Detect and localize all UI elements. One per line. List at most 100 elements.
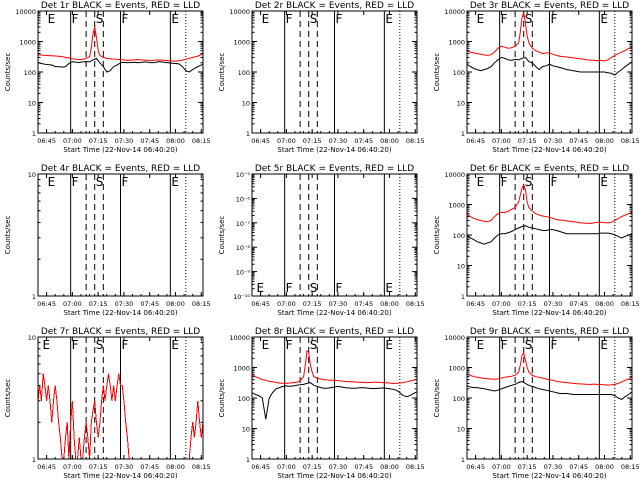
phase-label: F: [336, 12, 343, 26]
x-tick-label: 06:45: [251, 137, 270, 145]
x-tick-label: 07:30: [329, 300, 348, 308]
phase-label: F: [72, 12, 79, 26]
x-tick-label: 08:15: [406, 463, 425, 471]
y-tick-label: 1: [246, 456, 250, 464]
phase-label: F: [336, 281, 343, 295]
y-tick-label: 100: [238, 395, 250, 403]
y-tick-label: 1000: [448, 365, 465, 373]
x-tick-label: 07:15: [89, 463, 108, 471]
x-tick-label: 07:00: [63, 137, 82, 145]
y-axis-label: Counts/sec: [4, 379, 12, 418]
phase-label: S: [310, 12, 318, 26]
y-tick-label: 100: [453, 69, 465, 77]
y-tick-label: 10000: [444, 171, 465, 179]
y-axis-label: Counts/sec: [433, 216, 441, 255]
y-tick-label: 1000: [233, 39, 250, 47]
phase-label: S: [96, 338, 104, 352]
series-events-line: [252, 382, 417, 420]
plot-area: [467, 174, 632, 296]
phase-label: E: [477, 338, 485, 352]
x-tick-label: 07:45: [354, 463, 373, 471]
phase-label: E: [385, 12, 393, 26]
phase-label: E: [262, 338, 270, 352]
x-tick-label: 07:15: [518, 463, 537, 471]
x-axis-label: Start Time (22-Nov-14 06:40:20): [63, 146, 177, 154]
x-tick-label: 06:45: [37, 137, 56, 145]
x-tick-label: 08:00: [595, 137, 614, 145]
series-events-line: [467, 225, 632, 245]
x-axis-label: Start Time (22-Nov-14 06:40:20): [277, 472, 391, 480]
phase-label: F: [501, 12, 508, 26]
phase-label: F: [551, 12, 558, 26]
x-tick-label: 07:15: [303, 137, 322, 145]
x-tick-label: 07:15: [303, 463, 322, 471]
x-axis-label: Start Time (22-Nov-14 06:40:20): [492, 146, 606, 154]
x-tick-label: 07:15: [89, 300, 108, 308]
phase-label: F: [551, 338, 558, 352]
y-tick-label: 10000: [444, 334, 465, 342]
plot-area: [467, 11, 632, 133]
series-events-line: [467, 56, 632, 76]
y-tick-label: 1: [461, 293, 465, 301]
plot-area: [70, 174, 187, 296]
x-tick-label: 06:45: [251, 463, 270, 471]
plot-area: [38, 11, 203, 133]
plot-frame: [37, 336, 204, 460]
x-tick-label: 07:45: [140, 300, 159, 308]
y-tick-label: 1000: [233, 365, 250, 373]
y-axis-label: Counts/sec: [218, 216, 226, 255]
y-tick-label: 1: [246, 130, 250, 138]
y-tick-label: 100: [24, 69, 36, 77]
x-tick-label: 07:00: [492, 463, 511, 471]
x-tick-label: 07:15: [518, 137, 537, 145]
x-tick-label: 07:45: [354, 137, 373, 145]
y-tick-label: 10: [28, 100, 36, 108]
x-tick-label: 07:00: [277, 300, 296, 308]
panel-title: Det 2r BLACK = Events, RED = LLD: [255, 1, 414, 11]
x-tick-label: 06:45: [251, 300, 270, 308]
series-lld-line: [252, 350, 417, 384]
plot-area: [284, 174, 401, 296]
y-axis-label: Counts/sec: [433, 379, 441, 418]
phase-label: E: [385, 281, 393, 295]
x-tick-label: 08:15: [621, 300, 640, 308]
x-tick-label: 08:15: [192, 463, 211, 471]
x-tick-label: 08:15: [406, 137, 425, 145]
y-tick-label: 1000: [448, 202, 465, 210]
x-tick-label: 07:30: [329, 463, 348, 471]
y-tick-label: 10: [457, 263, 465, 271]
phase-label: E: [600, 12, 608, 26]
phase-label: E: [600, 338, 608, 352]
phase-label: F: [122, 175, 129, 189]
x-tick-label: 07:15: [89, 137, 108, 145]
y-tick-label: 10000: [229, 334, 250, 342]
x-tick-label: 07:45: [140, 463, 159, 471]
x-tick-label: 08:00: [166, 300, 185, 308]
panel-title: Det 7r BLACK = Events, RED = LLD: [41, 327, 200, 337]
x-axis-label: Start Time (22-Nov-14 06:40:20): [63, 309, 177, 317]
y-tick-label: 1: [32, 293, 36, 301]
panel-title: Det 5r BLACK = Events, RED = LLD: [255, 164, 414, 174]
x-tick-label: 08:00: [380, 137, 399, 145]
x-tick-label: 07:30: [544, 463, 563, 471]
phase-label: F: [336, 338, 343, 352]
phase-label: F: [122, 338, 129, 352]
phase-label: E: [48, 12, 56, 26]
x-tick-label: 08:15: [621, 137, 640, 145]
phase-label: F: [286, 12, 293, 26]
phase-label: E: [171, 12, 179, 26]
x-tick-label: 08:15: [406, 300, 425, 308]
y-tick-label: 1000: [448, 39, 465, 47]
x-tick-label: 08:00: [380, 463, 399, 471]
phase-label: E: [256, 281, 264, 295]
phase-label: F: [551, 175, 558, 189]
series-lld-line: [467, 12, 632, 62]
x-tick-label: 08:00: [595, 463, 614, 471]
x-tick-label: 06:45: [37, 300, 56, 308]
y-axis-label: Counts/sec: [218, 379, 226, 418]
